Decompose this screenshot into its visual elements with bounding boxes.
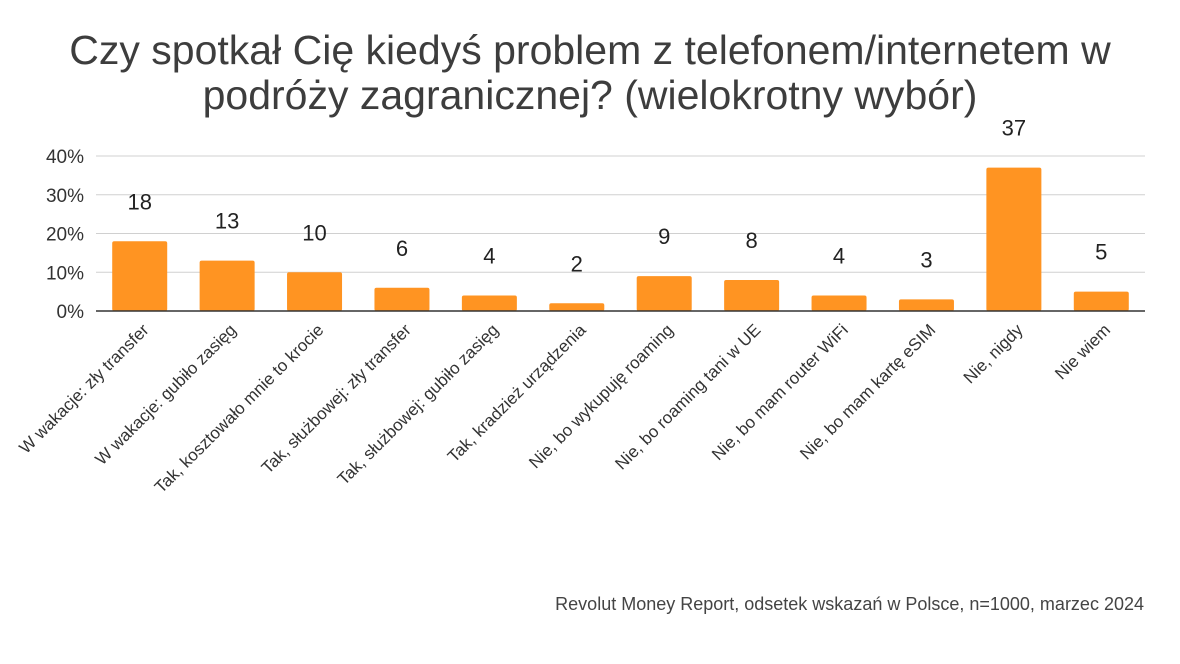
data-label: 3: [920, 247, 932, 272]
data-label: 4: [833, 244, 845, 269]
bar: [199, 260, 255, 311]
gridlines: [96, 155, 1145, 273]
y-tick-label: 20%: [46, 225, 84, 246]
bar: [898, 299, 954, 311]
bar: [636, 276, 692, 311]
data-label: 9: [658, 224, 670, 249]
data-label: 5: [1095, 240, 1107, 265]
source-note: Revolut Money Report, odsetek wskazań w …: [555, 594, 1144, 614]
bar: [724, 280, 780, 311]
bar: [112, 241, 168, 311]
category-label: Nie, nigdy: [960, 320, 1027, 387]
y-tick-label: 30%: [46, 186, 84, 207]
y-tick-label: 10%: [46, 263, 84, 284]
chart-title-line-2: podróży zagranicznej? (wielokrotny wybór…: [202, 72, 978, 118]
data-label: 13: [215, 209, 239, 234]
category-label: Nie, bo roaming tani w UE: [611, 320, 764, 473]
category-label: Tak, kosztowało mnie to krocie: [151, 320, 327, 496]
y-tick-label: 40%: [46, 147, 84, 168]
bar: [1073, 291, 1129, 311]
category-label: Nie, bo wykupuję roaming: [525, 320, 677, 472]
bars: [112, 167, 1129, 311]
y-axis-ticks: 0% 10% 20% 30% 40%: [46, 147, 84, 323]
data-label: 2: [571, 251, 583, 276]
category-label: Tak, służbowej: gubiło zasięg: [334, 320, 502, 488]
y-tick-label: 0%: [57, 302, 85, 323]
data-label: 18: [127, 189, 151, 214]
data-label: 6: [396, 236, 408, 261]
chart-title: Czy spotkał Cię kiedyś problem z telefon…: [0, 28, 1180, 118]
bar: [986, 167, 1042, 311]
bar: [811, 295, 867, 311]
bar: [287, 272, 343, 311]
category-label: Nie wiem: [1051, 320, 1114, 383]
data-labels: 18 13 10 6 4 2 9 8 4 3 37 5: [127, 116, 1107, 277]
bar: [461, 295, 517, 311]
category-label: W wakacje: gubiło zasięg: [92, 320, 240, 468]
bar: [549, 303, 605, 311]
data-label: 10: [302, 220, 326, 245]
data-label: 4: [483, 244, 495, 269]
data-label: 8: [746, 228, 758, 253]
category-label: Tak, kradzież urządzenia: [444, 320, 590, 466]
bar: [374, 287, 430, 311]
data-label: 37: [1002, 116, 1026, 141]
category-label: Tak, służbowej: zły transfer: [258, 320, 415, 477]
chart-title-line-1: Czy spotkał Cię kiedyś problem z telefon…: [69, 27, 1111, 73]
